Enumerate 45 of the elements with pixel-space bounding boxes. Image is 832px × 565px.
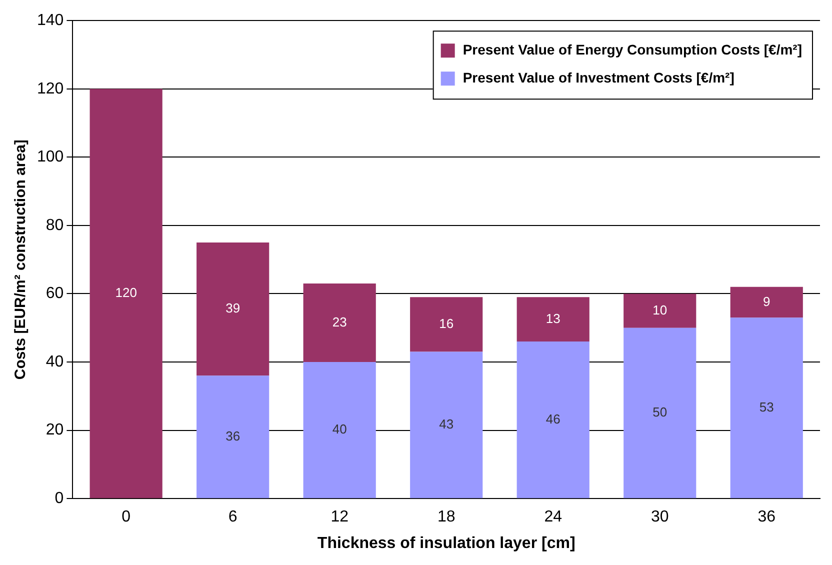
x-axis-title: Thickness of insulation layer [cm] [317,534,576,552]
y-tick-label: 20 [46,422,64,439]
x-tick-label: 0 [122,508,131,526]
y-tick-label: 80 [46,216,64,234]
x-tick-label: 6 [228,508,238,526]
bar [730,318,803,498]
y-tick-label: 100 [36,148,64,166]
x-tick-label: 18 [437,508,456,526]
bar [624,294,696,328]
data-label: 53 [759,399,774,414]
data-label: 50 [652,404,668,420]
bar [624,328,696,498]
x-tick-label: 30 [650,508,669,526]
bar [730,286,803,318]
y-axis-title: Costs [EUR/m² construction area] [12,140,30,380]
bar [516,342,590,498]
y-tick-label: 140 [36,12,64,30]
data-label: 46 [546,411,560,426]
y-tick-label: 0 [54,490,64,508]
data-label: 10 [652,302,668,318]
data-label: 9 [763,294,770,309]
data-label: 13 [546,310,560,326]
data-label: 40 [332,422,347,437]
y-tick-label: 40 [46,353,64,370]
legend-label: Present Value of Energy Consumption Costs [€/m²] [462,41,802,58]
data-label: 120 [115,285,137,300]
bar [303,362,376,498]
data-label: 43 [439,416,454,432]
bar [90,88,162,498]
y-tick-label: 120 [36,80,64,98]
legend-label: Present Value of Investment Costs [€/m²] [462,69,734,86]
y-tick-label: 60 [46,285,64,302]
data-label: 36 [226,428,240,444]
bar [410,352,483,498]
bar [303,284,376,362]
bar [196,376,270,498]
data-label: 39 [226,300,240,316]
x-tick-label: 36 [758,508,776,526]
data-label: 23 [332,314,347,330]
x-tick-label: 24 [544,508,562,526]
bar [410,297,483,352]
bar [516,297,590,342]
x-tick-label: 12 [330,508,349,526]
data-label: 16 [439,316,454,332]
bar [196,242,270,376]
